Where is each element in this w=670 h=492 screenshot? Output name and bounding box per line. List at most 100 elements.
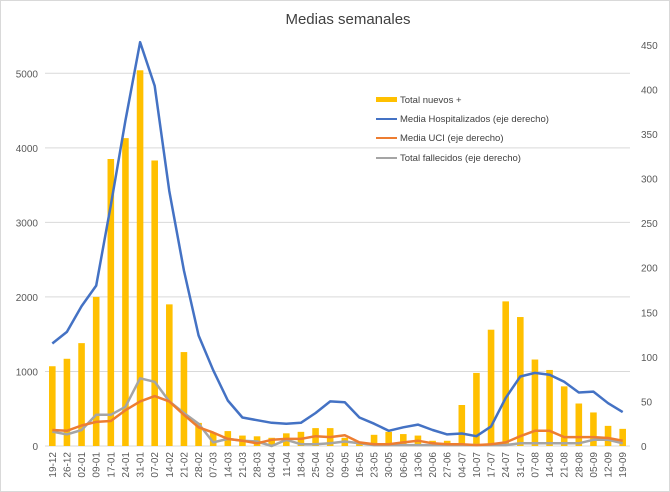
x-tick-label: 21-02 [179, 452, 190, 478]
x-tick-label: 11-04 [282, 452, 293, 477]
bar [268, 437, 275, 446]
x-tick-label: 16-05 [355, 452, 366, 478]
x-tick-label: 09-01 [92, 452, 103, 478]
left-tick-label: 1000 [16, 367, 39, 378]
bar [531, 359, 539, 446]
x-tick-label: 31-07 [516, 452, 527, 478]
x-tick-label: 28-03 [253, 452, 264, 478]
bar [63, 358, 71, 446]
bar [517, 317, 524, 446]
x-tick-label: 20-06 [428, 452, 439, 478]
bar [166, 304, 173, 446]
legend-label: Media Hospitalizados (eje derecho) [400, 114, 549, 125]
x-tick-label: 14-02 [165, 452, 176, 478]
x-tick-label: 17-07 [487, 452, 498, 478]
x-tick-label: 07-02 [150, 452, 161, 478]
x-tick-label: 25-04 [311, 452, 322, 478]
x-tick-label: 07-08 [530, 452, 541, 478]
bar [92, 296, 100, 446]
x-tick-label: 21-08 [560, 452, 571, 478]
x-tick-label: 14-08 [545, 452, 556, 478]
right-tick-label: 400 [641, 85, 658, 96]
bar [385, 431, 392, 446]
line-fallecidos [52, 377, 623, 448]
left-tick-label: 5000 [16, 69, 39, 80]
x-tick-label: 24-07 [501, 452, 512, 478]
legend-label: Media UCI (eje derecho) [400, 133, 504, 144]
bar-series [49, 70, 626, 447]
x-tick-label: 19-12 [48, 452, 59, 478]
right-tick-label: 0 [641, 442, 647, 453]
right-tick-label: 200 [641, 264, 658, 275]
legend-label: Total nuevos + [400, 95, 462, 106]
bar [619, 428, 626, 446]
x-tick-label: 23-05 [370, 452, 381, 478]
x-tick-label: 09-05 [340, 452, 351, 478]
x-tick-label: 04-04 [267, 452, 278, 478]
x-tick-label: 27-06 [443, 452, 454, 478]
x-tick-label: 04-07 [457, 452, 468, 478]
x-axis: 19-12 26-12 02-01 09-01 17-01 24-01 31-01 07-02… [48, 452, 629, 478]
left-tick-label: 2000 [16, 293, 39, 304]
x-tick-label: 26-12 [62, 452, 73, 478]
bar [473, 372, 480, 446]
left-tick-label: 4000 [16, 144, 39, 155]
x-tick-label: 12-09 [604, 452, 615, 478]
bar [370, 434, 378, 446]
x-tick-label: 06-06 [399, 452, 410, 478]
bar [107, 159, 115, 446]
x-tick-label: 13-06 [413, 452, 424, 478]
x-tick-label: 30-05 [384, 452, 395, 478]
bar [122, 138, 129, 447]
x-tick-label: 07-03 [209, 452, 220, 478]
line-series [51, 40, 624, 448]
legend-item-fallecidos: Total fallecidos (eje derecho) [376, 153, 521, 164]
bar [78, 343, 85, 446]
left-tick-label: 0 [32, 442, 38, 453]
bar [458, 405, 466, 446]
x-tick-label: 21-03 [238, 452, 249, 478]
chart-title: Medias semanales [285, 11, 410, 28]
bar [151, 160, 158, 446]
x-tick-label: 24-01 [121, 452, 132, 478]
right-tick-label: 100 [641, 353, 658, 364]
bar [560, 386, 568, 446]
line-uci [52, 394, 623, 447]
legend-item-total-nuevos: Total nuevos + [376, 95, 462, 106]
x-tick-label: 28-08 [574, 452, 585, 478]
legend: Total nuevos + Media Hospitalizados (eje… [376, 95, 549, 164]
bar [49, 366, 56, 446]
x-tick-label: 05-09 [589, 452, 600, 478]
bar [604, 425, 612, 446]
x-tick-label: 17-01 [106, 452, 117, 478]
bar [590, 412, 597, 446]
x-tick-label: 10-07 [472, 452, 483, 478]
right-axis: 0 50 100 150 200 250 300 350 400 450 [641, 41, 658, 453]
bar [487, 329, 495, 446]
bar [136, 70, 144, 447]
bar [575, 403, 583, 446]
x-tick-label: 19-09 [618, 452, 629, 478]
right-tick-label: 150 [641, 308, 658, 319]
right-tick-label: 50 [641, 397, 653, 408]
x-tick-label: 28-02 [194, 452, 205, 478]
line-hospitalizados [51, 40, 624, 438]
legend-label: Total fallecidos (eje derecho) [400, 153, 521, 164]
x-tick-label: 14-03 [223, 452, 234, 478]
left-tick-label: 3000 [16, 218, 39, 229]
legend-item-hospitalizados: Media Hospitalizados (eje derecho) [376, 114, 549, 125]
bar [502, 301, 509, 446]
legend-item-uci: Media UCI (eje derecho) [376, 133, 504, 144]
bar [400, 434, 407, 446]
bar [180, 352, 188, 446]
left-axis: 0 1000 2000 3000 4000 5000 [16, 69, 39, 453]
bar [195, 422, 202, 446]
x-tick-label: 02-01 [77, 452, 88, 478]
x-tick-label: 18-04 [296, 452, 307, 478]
right-tick-label: 250 [641, 219, 658, 230]
x-tick-label: 02-05 [326, 452, 337, 478]
bar [546, 369, 553, 446]
bar [209, 432, 217, 446]
right-tick-label: 350 [641, 130, 658, 141]
